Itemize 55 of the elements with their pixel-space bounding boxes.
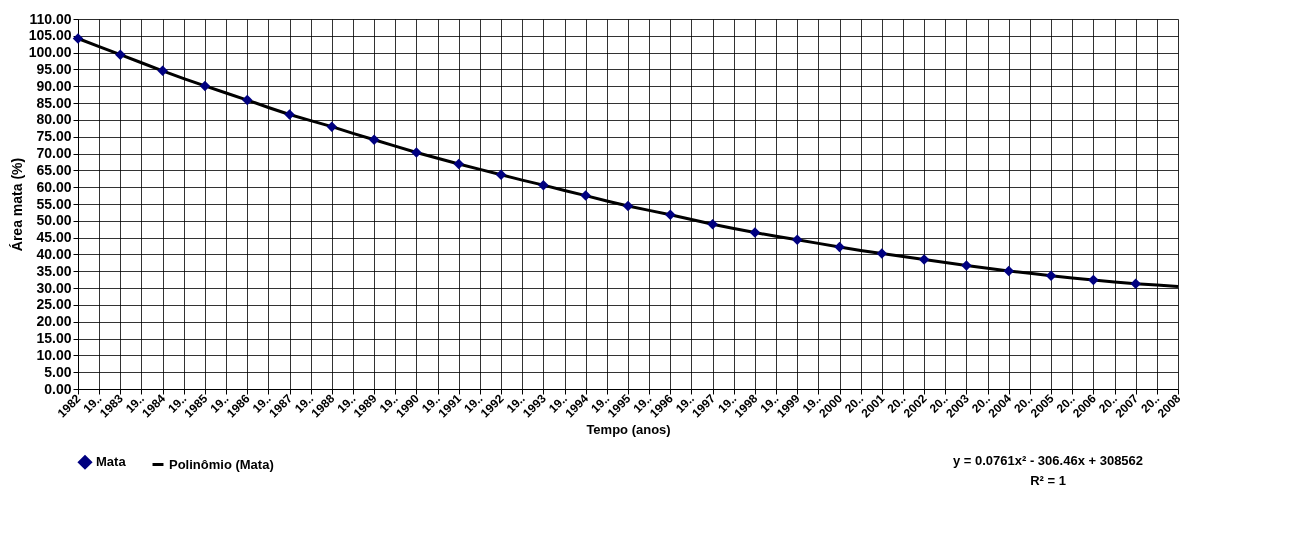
legend-label: Polinômio (Mata) — [169, 456, 274, 472]
y-tick-label: 110.00 — [29, 10, 72, 27]
x-axis-title: Tempo (anos) — [586, 421, 671, 437]
y-tick-label: 95.00 — [36, 60, 72, 77]
y-tick-label: 30.00 — [36, 279, 72, 296]
y-tick-label: 105.00 — [28, 27, 72, 44]
point — [538, 179, 549, 191]
point — [157, 65, 168, 77]
point — [749, 227, 761, 238]
text: y = 0.0761x² - 306.46x + 308562 — [952, 453, 1144, 468]
y-tick-label: 100.00 — [28, 44, 72, 61]
y-tick-label: 50.00 — [36, 212, 72, 229]
text: R² = 1 — [1030, 473, 1066, 488]
y-tick-label: 10.00 — [36, 346, 72, 363]
y-tick-label: 0.00 — [44, 380, 72, 397]
point — [115, 49, 126, 60]
y-tick-label: 65.00 — [36, 161, 72, 178]
y-tick-label: 45.00 — [36, 229, 72, 246]
y-tick-label: 35.00 — [36, 262, 72, 279]
y-tick-label: 25.00 — [36, 296, 72, 313]
y-tick-label: 60.00 — [36, 178, 72, 195]
point — [199, 80, 211, 92]
point — [495, 169, 507, 180]
point — [961, 260, 972, 271]
point — [1130, 278, 1141, 289]
point — [326, 121, 338, 132]
point — [411, 147, 422, 158]
point — [284, 109, 295, 120]
point — [1045, 270, 1057, 281]
point — [1003, 265, 1015, 277]
point — [72, 33, 84, 44]
y-tick-label: 70.00 — [36, 145, 72, 162]
point — [876, 248, 888, 259]
point — [368, 134, 380, 145]
point — [834, 241, 845, 253]
point — [453, 158, 465, 170]
y-tick-label: 55.00 — [36, 195, 72, 212]
y-tick-label: 80.00 — [36, 111, 72, 128]
point — [791, 234, 803, 245]
y-tick-label: 90.00 — [36, 77, 72, 94]
point — [622, 200, 634, 212]
y-tick-label: 15.00 — [36, 330, 72, 347]
point — [580, 190, 591, 201]
y-tick-label: 40.00 — [36, 245, 72, 262]
y-tick-label: 5.00 — [44, 363, 72, 380]
point — [1088, 274, 1099, 286]
point — [241, 94, 253, 106]
y-tick-label: 75.00 — [36, 128, 72, 145]
y-tick-label: 85.00 — [36, 94, 72, 111]
legend-label: Mata — [96, 454, 127, 470]
point — [707, 218, 718, 230]
y-tick-label: 20.00 — [36, 313, 72, 330]
point — [665, 209, 676, 221]
point — [918, 254, 930, 265]
y-axis-title: Área mata (%) — [8, 157, 25, 252]
